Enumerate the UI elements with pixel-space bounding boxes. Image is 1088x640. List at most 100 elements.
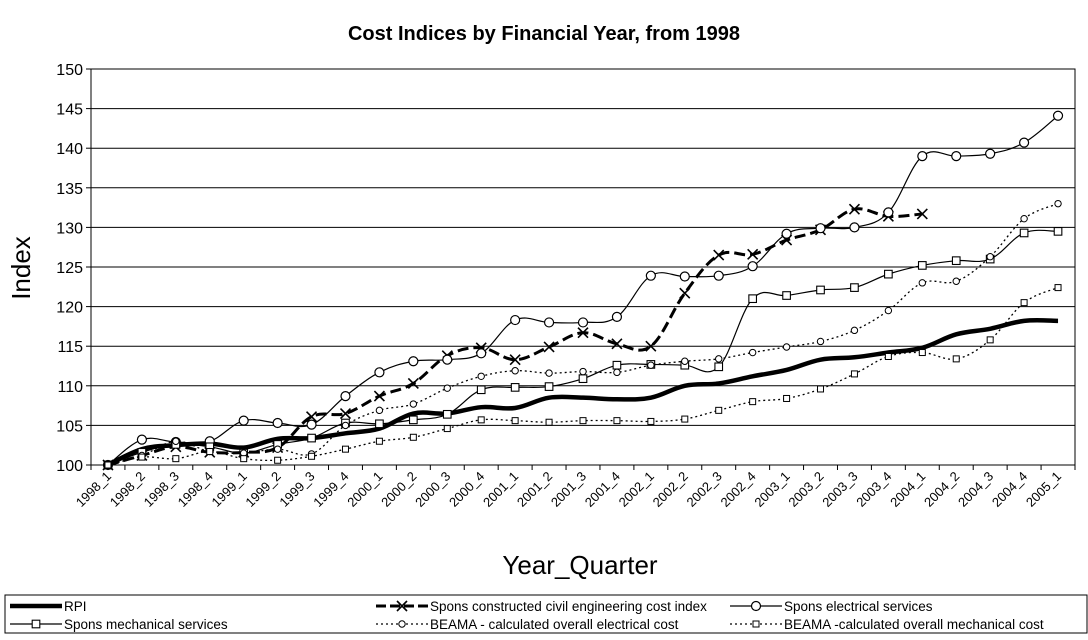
data-point [476,385,486,395]
y-tick-label: 105 [56,418,83,435]
legend-marker [750,600,762,612]
legend-item: BEAMA - calculated overall electrical co… [376,617,679,632]
data-point [884,352,892,360]
data-point [917,151,928,162]
data-point [577,327,589,339]
x-tick-label: 1998_4 [175,469,216,510]
data-point [817,385,825,393]
data-point [747,261,758,272]
data-point [477,416,485,424]
x-tick-label: 2002_2 [650,469,691,510]
x-tick-label: 2003_4 [853,469,894,510]
data-point [544,382,554,391]
data-point [1019,228,1029,238]
data-point [138,453,146,461]
x-tick-label: 2001_3 [548,469,589,510]
x-tick-label: 2002_3 [684,469,725,510]
data-point [986,253,994,261]
x-tick-label: 2005_1 [1023,469,1064,510]
series-line [107,207,923,467]
legend-item: RPI [10,599,87,614]
data-point [781,228,792,239]
y-tick-label: 115 [57,339,83,356]
data-point [713,270,724,281]
data-point [274,456,282,464]
data-point [714,362,724,372]
data-point [884,306,893,315]
y-tick-label: 150 [56,62,83,79]
legend-label: Spons constructed civil engineering cost… [430,599,707,614]
chart-title: Cost Indices by Financial Year, from 199… [348,23,740,45]
data-point [815,223,826,234]
series-layer [102,110,1064,471]
data-point [238,415,249,426]
legend-marker [752,620,760,628]
data-point [341,445,349,453]
series-5 [104,199,1062,469]
legend-label: BEAMA -calculated overall mechanical cos… [784,617,1044,632]
data-point [681,357,689,365]
data-point [715,406,723,414]
data-point [918,349,926,357]
x-tick-label: 1999_2 [242,469,283,510]
data-point [579,367,587,376]
data-point [477,372,485,380]
series-3 [102,110,1064,471]
data-point [749,398,757,406]
x-tick-label: 2000_4 [446,469,487,510]
legend-box [4,594,1088,634]
y-tick-label: 140 [56,141,83,158]
data-point [375,406,384,415]
data-point [613,368,621,377]
legend-label: BEAMA - calculated overall electrical co… [430,617,679,632]
y-tick-label: 125 [56,260,83,277]
legend-label: RPI [64,599,87,614]
x-tick-label: 2004_4 [989,469,1030,510]
data-point [747,248,759,260]
data-point [373,390,385,402]
data-point [408,415,418,425]
data-point [613,417,621,425]
data-point [713,249,725,261]
x-tick-label: 1999_4 [310,469,351,510]
data-point [986,336,994,344]
data-point [306,419,317,430]
y-tick-label: 135 [56,181,83,198]
series-line [106,317,1059,468]
legend-label: Spons mechanical services [64,617,228,632]
x-tick-label: 2000_2 [378,469,419,510]
data-point [916,208,928,220]
x-axis-label: Year_Quarter [502,550,657,580]
data-point [1020,214,1028,223]
data-point [850,283,859,292]
data-point [341,421,350,430]
data-point [578,374,588,384]
legend-item: Spons mechanical services [10,617,228,632]
data-point [748,294,758,304]
legend-label: Spons electrical services [784,599,933,614]
y-tick-label: 100 [56,458,83,475]
data-point [510,314,521,326]
data-point [577,317,589,328]
data-point [510,383,520,392]
x-tick-label: 2002_4 [717,469,758,510]
data-point [783,394,791,402]
data-point [611,311,623,322]
y-tick-label: 110 [57,379,83,396]
series-4 [103,227,1063,470]
x-tick-label: 2003_1 [751,469,792,510]
data-point [612,360,622,370]
x-tick-label: 1999_3 [276,469,317,510]
data-point [1054,284,1062,292]
data-point [308,452,316,460]
data-point [543,317,555,328]
data-point [611,338,623,350]
data-point [679,271,690,282]
x-tick-label: 1998_3 [141,469,182,510]
y-tick-label: 120 [56,300,83,317]
data-point [509,354,521,366]
data-point [443,425,451,433]
data-point [273,445,282,453]
data-point [647,361,655,369]
